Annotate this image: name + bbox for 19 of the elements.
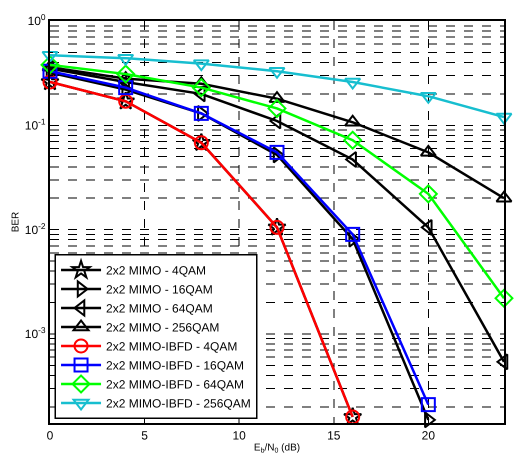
x-tick-label: 20: [422, 428, 436, 442]
legend-label: 2x2 MIMO-IBFD - 64QAM: [106, 378, 244, 392]
y-axis-title: BER: [10, 212, 22, 232]
legend-label: 2x2 MIMO - 16QAM: [106, 282, 213, 297]
y-tick-label: 10$^{-3}$: [24, 325, 46, 342]
legend-label: 2x2 MIMO-IBFD - 4QAM: [106, 340, 238, 354]
x-tick-label: 10: [232, 428, 246, 442]
legend-label: 2x2 MIMO - 4QAM: [106, 264, 206, 278]
legend-label: 2x2 MIMO-IBFD - 256QAM: [106, 396, 251, 411]
legend-label: 2x2 MIMO - 256QAM: [106, 320, 220, 335]
x-tick-label: 15: [327, 428, 341, 442]
x-tick-label: 0: [46, 428, 54, 442]
y-tick-label: 10$^{-2}$: [24, 220, 46, 237]
y-tick-label: 10$^{0}$: [28, 12, 46, 28]
legend-label: 2x2 MIMO-IBFD - 16QAM: [106, 358, 244, 373]
y-tick-label: 10$^{-1}$: [24, 116, 46, 133]
x-tick-label: 5: [141, 428, 148, 442]
x-axis-title: E$_{b}$/N$_{0}$ (dB): [254, 442, 300, 454]
legend-label: 2x2 MIMO - 64QAM: [106, 302, 213, 316]
